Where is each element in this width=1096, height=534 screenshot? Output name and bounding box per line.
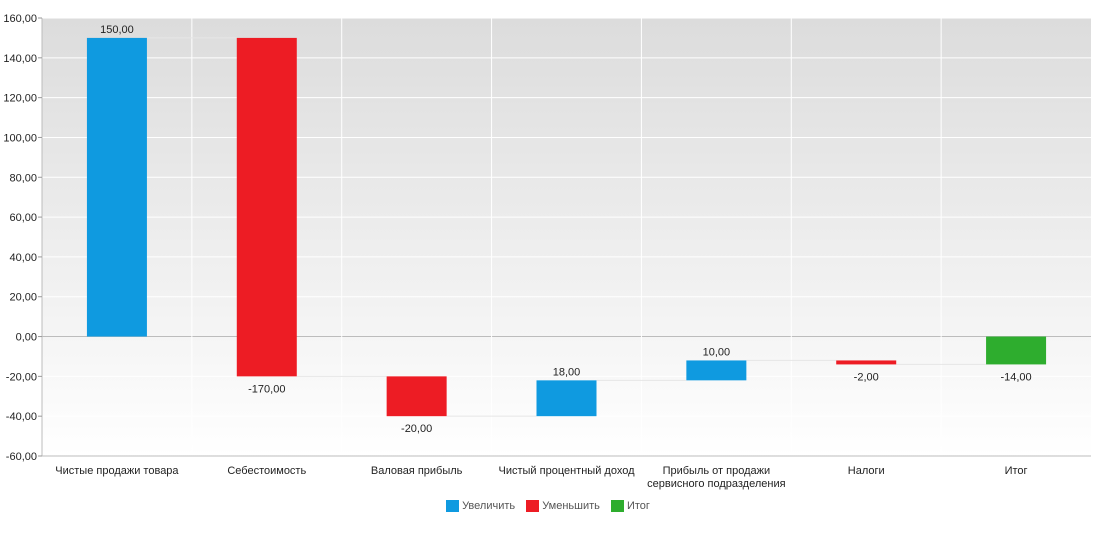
bar-increase[interactable] — [86, 37, 147, 337]
x-category-label: сервисного подразделения — [647, 478, 785, 490]
y-tick-label: 20,00 — [9, 292, 37, 304]
data-label: -170,00 — [248, 383, 285, 395]
x-category-label: Чистые продажи товара — [55, 465, 179, 477]
y-tick-label: -20,00 — [6, 371, 37, 383]
y-tick-label: -60,00 — [6, 451, 37, 463]
y-tick-label: -40,00 — [6, 411, 37, 423]
bar-increase[interactable] — [536, 380, 597, 417]
x-category-label: Себестоимость — [227, 465, 306, 477]
legend: Увеличить Уменьшить Итог — [0, 500, 1096, 513]
legend-swatch-total — [610, 500, 624, 513]
connector-lines — [146, 37, 987, 417]
y-axis-ticks: 160,00 140,00 120,00 100,00 80,00 60,00 40,00 2… — [3, 13, 42, 463]
y-tick-label: 140,00 — [3, 53, 37, 65]
x-category-label: Чистый процентный доход — [499, 465, 636, 477]
y-tick-label: 40,00 — [9, 252, 37, 264]
y-tick-label: 60,00 — [9, 212, 37, 224]
legend-label-total: Итог — [626, 500, 650, 513]
legend-swatch-increase — [446, 500, 460, 513]
x-category-label: Валовая прибыль — [371, 465, 463, 477]
bar-decrease[interactable] — [236, 37, 297, 377]
data-label: 150,00 — [100, 24, 134, 36]
y-tick-label: 120,00 — [3, 93, 37, 105]
y-tick-label: 100,00 — [3, 132, 37, 144]
data-label: 10,00 — [703, 346, 731, 358]
bar-total[interactable] — [986, 336, 1047, 365]
y-tick-label: 160,00 — [3, 13, 37, 25]
bar-decrease[interactable] — [386, 376, 447, 417]
data-label: -2,00 — [854, 371, 879, 383]
legend-label-increase: Увеличить — [462, 500, 516, 513]
x-category-label: Итог — [1005, 465, 1028, 477]
data-label: 18,00 — [553, 366, 581, 378]
legend-label-decrease: Уменьшить — [542, 500, 600, 513]
data-label: -14,00 — [1000, 371, 1031, 383]
legend-swatch-decrease — [526, 500, 540, 513]
x-axis-labels: Чистые продажи товара Себестоимость Валова… — [55, 465, 1027, 490]
bar-increase[interactable] — [686, 360, 747, 381]
data-labels: 150,00 -170,00 -20,00 18,00 10,00 -2,00 -14,00 — [100, 24, 1032, 435]
y-tick-label: 0,00 — [16, 332, 37, 344]
legend-item-total[interactable]: Итог — [610, 500, 650, 513]
y-tick-label: 80,00 — [9, 172, 37, 184]
x-category-label: Налоги — [848, 465, 885, 477]
legend-item-increase[interactable]: Увеличить — [446, 500, 516, 513]
data-label: -20,00 — [401, 423, 432, 435]
bars — [86, 37, 1047, 417]
legend-item-decrease[interactable]: Уменьшить — [526, 500, 600, 513]
x-category-label: Прибыль от продажи — [663, 465, 771, 477]
bar-decrease[interactable] — [836, 360, 897, 365]
